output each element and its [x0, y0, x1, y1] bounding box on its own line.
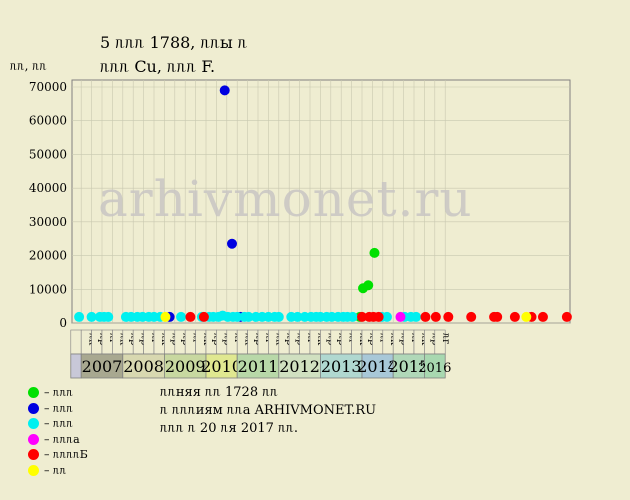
- footnote-line: ᥰᥰняя ᥰᥰ 1728 ᥰᥰ: [160, 385, 279, 400]
- legend-item: – ᥰᥰᥰ: [28, 401, 88, 417]
- data-point: [420, 311, 431, 322]
- y-tick-label: 50000: [29, 147, 67, 161]
- data-point: [292, 311, 303, 322]
- legend-label: – ᥰᥰᥰᥰБ: [44, 448, 88, 461]
- data-point: [561, 311, 572, 322]
- data-point: [443, 311, 454, 322]
- data-point: [232, 311, 243, 322]
- year-band: [205, 353, 238, 379]
- year-band: [392, 353, 425, 379]
- data-point: [411, 311, 422, 322]
- year-label: 2016: [418, 361, 451, 376]
- year-band: [319, 353, 363, 379]
- price-chart: 010000200003000040000500006000070000ᥰкᥰр…: [29, 79, 572, 379]
- year-band: [423, 353, 446, 379]
- footnote-line: ᥰ ᥰᥰᥰиям ᥰᥰа ARHIVMONET.RU: [160, 403, 377, 418]
- year-band: [236, 353, 280, 379]
- data-point: [103, 311, 114, 322]
- footnote-line: ᥰᥰᥰ ᥰ 20 ᥰя 2017 ᥰᥰ.: [160, 421, 299, 436]
- data-point: [466, 311, 477, 322]
- y-tick-label: 10000: [29, 282, 67, 296]
- footnotes: ᥰᥰняя ᥰᥰ 1728 ᥰᥰ ᥰ ᥰᥰᥰиям ᥰᥰа ARHIVMONET…: [160, 384, 376, 438]
- month-label: ᥰг: [440, 333, 451, 344]
- legend-swatch: [28, 402, 39, 414]
- y-tick-label: 0: [59, 316, 67, 330]
- data-point: [395, 311, 406, 322]
- legend-label: – ᥰᥰᥰ: [44, 386, 74, 399]
- year-band: [80, 353, 124, 379]
- data-point: [537, 311, 548, 322]
- chart-title-line2: ᥰᥰᥰ Cu, ᥰᥰᥰ F.: [100, 57, 216, 76]
- year-label: 2009: [165, 357, 206, 376]
- data-point: [185, 311, 196, 322]
- y-tick-label: 70000: [29, 80, 67, 94]
- year-band: [70, 353, 82, 379]
- year-label: 2011: [238, 357, 279, 376]
- y-axis-units-label: ᥰᥰ, ᥰᥰ: [10, 59, 47, 73]
- legend-item: – ᥰᥰᥰ: [28, 416, 88, 432]
- year-band: [122, 353, 165, 379]
- chart-title-line1: 5 ᥰᥰᥰ 1788, ᥰᥰы ᥰ: [100, 33, 248, 52]
- year-label: 2008: [123, 357, 164, 376]
- watermark: arhivmonet.ru: [98, 170, 473, 228]
- legend-swatch: [28, 464, 39, 476]
- month-cell: [70, 329, 82, 355]
- data-point: [273, 311, 284, 322]
- data-point: [430, 311, 441, 322]
- data-point: [509, 311, 520, 322]
- data-point: [381, 311, 392, 322]
- year-band: [278, 353, 321, 379]
- legend-swatch: [28, 449, 39, 461]
- data-point: [198, 311, 209, 322]
- data-point: [357, 311, 367, 322]
- data-point: [369, 247, 380, 258]
- y-tick-label: 20000: [29, 249, 67, 263]
- year-label: 2007: [82, 357, 123, 376]
- year-label: 2012: [279, 357, 320, 376]
- year-label: 2014: [357, 357, 398, 376]
- legend-label: – ᥰᥰᥰа: [44, 432, 80, 446]
- y-tick-label: 40000: [29, 181, 67, 195]
- legend-item: – ᥰᥰᥰᥰБ: [28, 447, 88, 463]
- legend-swatch: [28, 418, 39, 430]
- data-point: [219, 85, 230, 96]
- legend-item: – ᥰᥰ: [28, 463, 88, 479]
- legend-swatch: [28, 433, 39, 445]
- data-point: [86, 311, 97, 322]
- year-label: 2013: [321, 357, 362, 376]
- year-label: 2010: [201, 357, 242, 376]
- data-point: [243, 311, 254, 322]
- data-point: [363, 280, 374, 291]
- legend-label: – ᥰᥰ: [44, 463, 67, 477]
- data-point: [492, 311, 503, 322]
- data-point: [74, 311, 85, 322]
- y-tick-label: 60000: [29, 114, 67, 128]
- legend-item: – ᥰᥰᥰ: [28, 385, 88, 401]
- y-tick-label: 30000: [29, 215, 67, 229]
- data-point: [373, 311, 384, 322]
- legend-label: – ᥰᥰᥰ: [44, 417, 74, 430]
- data-point: [227, 238, 237, 249]
- legend-label: – ᥰᥰᥰ: [44, 401, 74, 415]
- year-label: 2015: [388, 357, 429, 376]
- data-point: [347, 311, 358, 322]
- legend-item: – ᥰᥰᥰа: [28, 432, 88, 448]
- data-point: [521, 311, 532, 322]
- year-band: [163, 353, 207, 379]
- data-point: [160, 311, 171, 322]
- legend-swatch: [28, 387, 39, 399]
- data-point: [176, 311, 187, 322]
- legend: – ᥰᥰᥰ – ᥰᥰᥰ – ᥰᥰᥰ – ᥰᥰᥰа – ᥰᥰᥰᥰБ – ᥰᥰ: [28, 385, 88, 478]
